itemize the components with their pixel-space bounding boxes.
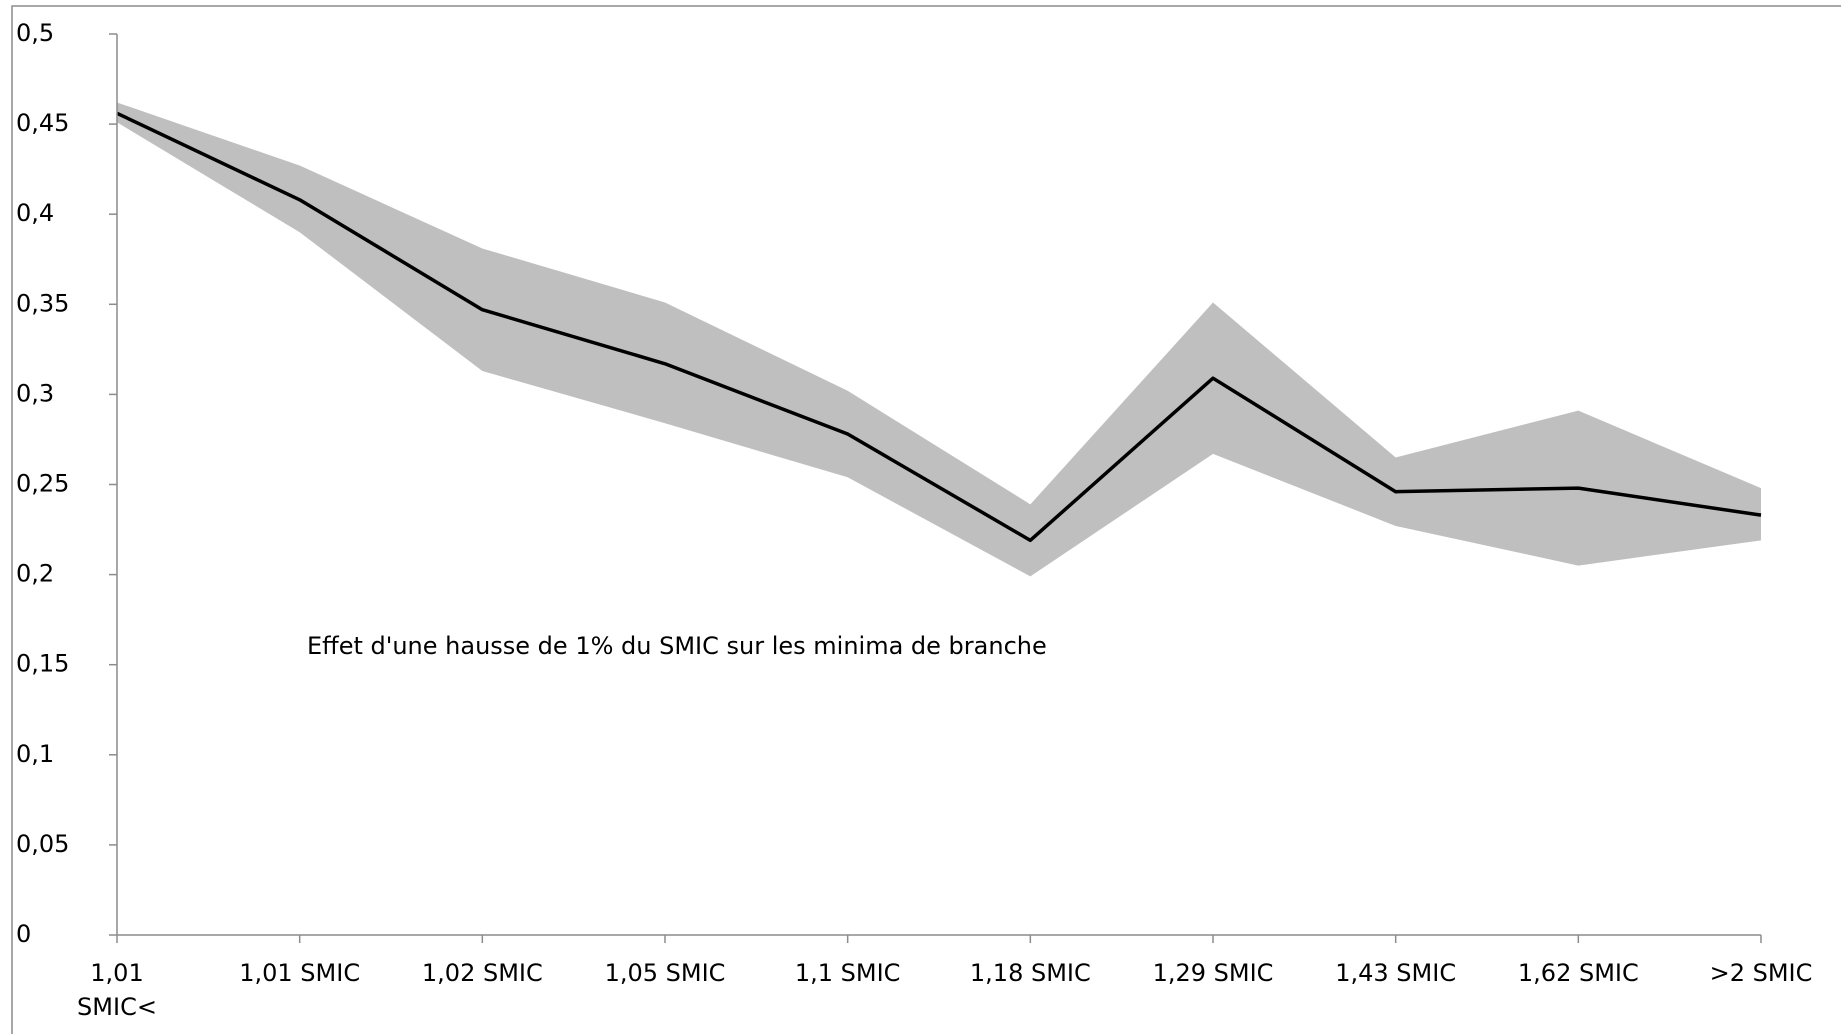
x-tick-label: 1,02 SMIC	[421, 959, 543, 987]
y-tick-label: 0	[16, 920, 31, 948]
x-tick-label: 1,01 SMIC	[239, 959, 361, 987]
x-tick-label: 1,01 SMIC<	[77, 959, 157, 1021]
confidence-band	[117, 102, 1761, 577]
x-tick-label: 1,05 SMIC	[604, 959, 726, 987]
x-tick-label: 1,29 SMIC	[1152, 959, 1274, 987]
line	[116, 111, 1762, 543]
x-tick-label: 1,1 SMIC	[794, 959, 901, 987]
y-tick-label: 0,4	[16, 199, 54, 227]
x-tick-label: >2 SMIC	[1709, 959, 1813, 987]
y-tick-label: 0,45	[16, 109, 69, 137]
y-tick-label: 0,5	[16, 19, 54, 47]
chart-frame	[11, 5, 1841, 1034]
y-tick-label: 0,2	[16, 560, 54, 588]
y-tick-label: 0,1	[16, 740, 54, 768]
y-tick-label: 0,35	[16, 289, 69, 317]
y-tick-label: 0,3	[16, 379, 54, 407]
annotation: Effet d'une hausse de 1% du SMIC sur les…	[307, 632, 1047, 660]
x-tick-label: 1,62 SMIC	[1517, 959, 1639, 987]
y-tick-label: 0,25	[16, 470, 69, 498]
x-tick-label: 1,18 SMIC	[969, 959, 1091, 987]
y-tick-label: 0,15	[16, 650, 69, 678]
x-tick-label: 1,43 SMIC	[1335, 959, 1457, 987]
y-tick-label: 0,05	[16, 830, 69, 858]
